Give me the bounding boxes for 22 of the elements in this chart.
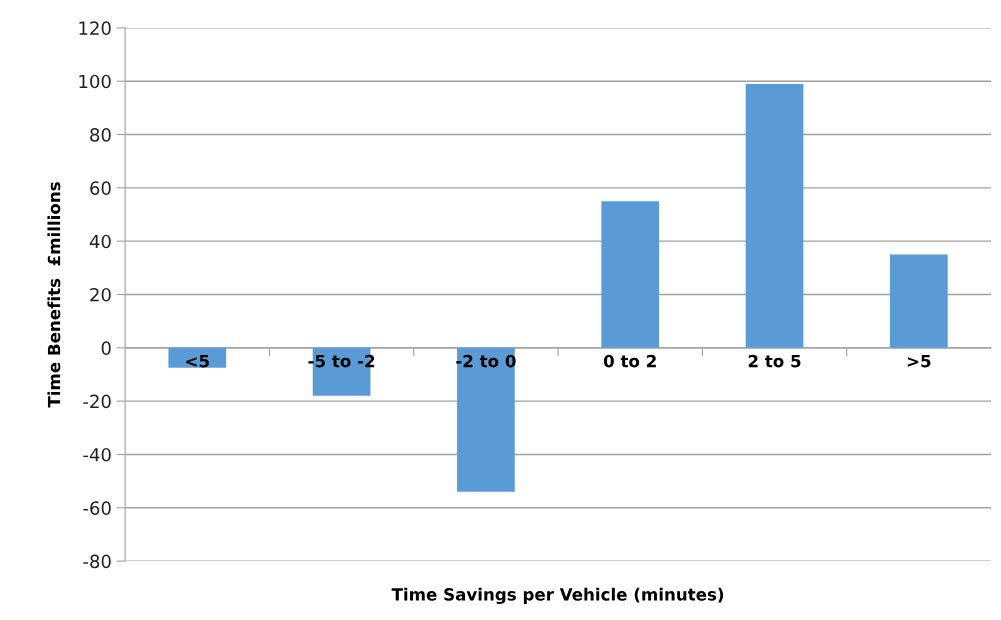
y-tick-label: 100 — [79, 74, 111, 89]
bar — [601, 201, 660, 348]
y-tick-label: 20 — [90, 287, 111, 302]
x-tick-label: 0 to 2 — [603, 354, 656, 368]
x-axis-title: Time Savings per Vehicle (minutes) — [391, 587, 724, 605]
y-tick-label: -20 — [83, 394, 111, 409]
x-tick-label: 2 to 5 — [748, 354, 801, 368]
y-tick-label: -60 — [83, 501, 111, 515]
bar — [889, 254, 948, 348]
y-tick-label: 40 — [89, 234, 111, 249]
y-tick-label: -40 — [83, 447, 111, 462]
y-tick-label: -80 — [83, 554, 111, 569]
x-tick-label: >5 — [907, 355, 931, 368]
y-tick-label: 120 — [79, 21, 111, 36]
x-tick-label: <5 — [186, 355, 209, 368]
y-tick-label: 80 — [90, 128, 111, 142]
y-axis-title: Time Benefits £millions — [47, 182, 61, 408]
y-tick-label: 60 — [90, 181, 111, 195]
bar — [745, 83, 804, 348]
bar — [457, 347, 515, 492]
bar — [168, 347, 227, 368]
y-tick-label: 0 — [101, 341, 111, 355]
